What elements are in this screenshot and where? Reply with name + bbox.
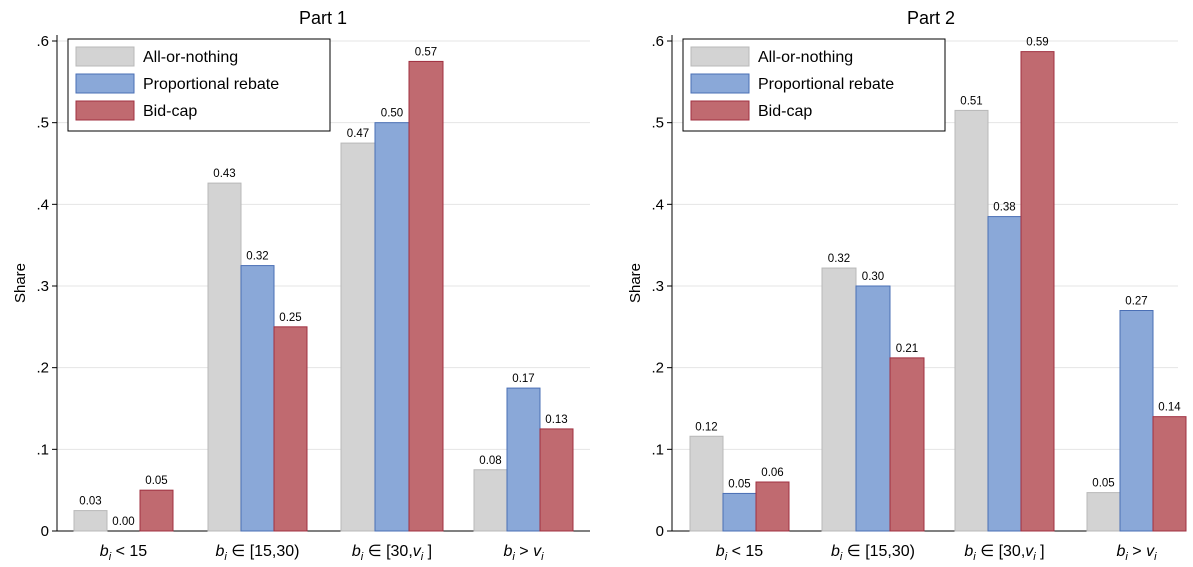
y-tick-label: .6	[36, 33, 49, 50]
y-tick-label: .1	[36, 441, 49, 458]
bar	[240, 265, 275, 532]
data-label: 0.06	[761, 467, 783, 479]
legend-swatch	[75, 100, 135, 121]
chart-panel-1: 0 .1 .2 .3 .4 .5 .6 Part 1 Share 0.03 0.43 0.47 0.08…	[12, 8, 590, 563]
bar	[1086, 492, 1121, 532]
legend-label: Proportional rebate	[758, 76, 894, 93]
data-label: 0.12	[695, 421, 717, 433]
data-label: 0.05	[145, 475, 167, 487]
data-label: 0.51	[960, 95, 982, 107]
data-label: 0.27	[1125, 296, 1147, 308]
y-axis-label: Share	[12, 263, 29, 303]
data-label: 0.30	[862, 271, 884, 283]
bar	[1119, 310, 1154, 532]
y-tick-label: .5	[651, 115, 664, 132]
y-tick-label: .1	[651, 441, 664, 458]
bar	[207, 182, 242, 532]
data-label: 0.32	[246, 251, 268, 263]
bar	[73, 510, 108, 532]
chart-title: Part 1	[299, 8, 347, 28]
x-category-label: bi ∈ [15,30)	[831, 543, 915, 563]
x-category-label: bi > vi	[503, 543, 544, 563]
data-label: 0.03	[79, 496, 101, 508]
legend-label: All-or-nothing	[143, 49, 238, 66]
x-category-label: bi < 15	[100, 543, 147, 563]
bar	[506, 387, 541, 532]
bar	[755, 481, 790, 532]
x-category-label: bi > vi	[1116, 543, 1157, 563]
data-label: 0.57	[415, 46, 437, 58]
data-label: 0.32	[828, 253, 850, 265]
data-label: 0.43	[213, 168, 235, 180]
y-tick-label: .4	[36, 196, 49, 213]
data-label: 0.13	[545, 414, 567, 426]
bar	[1020, 51, 1055, 532]
bar	[473, 469, 508, 532]
x-category-label: bi ∈ [30,vi ]	[352, 543, 432, 563]
y-tick-label: .3	[36, 278, 49, 295]
data-label: 0.05	[1092, 478, 1114, 490]
legend-label: Bid-cap	[143, 103, 197, 120]
y-tick-label: .2	[36, 360, 49, 377]
bar	[954, 109, 989, 532]
bar	[1152, 416, 1187, 532]
data-label: 0.47	[347, 128, 369, 140]
data-label: 0.50	[381, 108, 403, 120]
bar	[855, 285, 891, 532]
bar	[987, 216, 1022, 532]
legend-swatch	[75, 46, 135, 67]
y-tick-label: .5	[36, 115, 49, 132]
legend-swatch	[690, 100, 750, 121]
data-label: 0.59	[1026, 37, 1048, 49]
y-tick-label: 0	[41, 523, 49, 540]
data-label: 0.05	[728, 478, 750, 490]
legend-label: Proportional rebate	[143, 76, 279, 93]
bar	[340, 142, 376, 532]
y-tick-label: .6	[651, 33, 664, 50]
y-tick-label: .2	[651, 360, 664, 377]
bar	[408, 60, 444, 532]
legend-swatch	[75, 73, 135, 94]
x-category-label: bi ∈ [15,30)	[216, 543, 300, 563]
data-label: 0.25	[279, 312, 301, 324]
bar	[273, 326, 308, 532]
y-tick-label: .4	[651, 196, 664, 213]
data-label: 0.14	[1158, 402, 1181, 414]
data-label: 0.17	[512, 373, 534, 385]
bar	[722, 492, 757, 532]
x-category-label: bi ∈ [30,vi ]	[964, 543, 1044, 563]
y-tick-label: 0	[656, 523, 664, 540]
bar	[889, 357, 925, 532]
legend-label: All-or-nothing	[758, 49, 853, 66]
bar	[539, 428, 574, 532]
data-label: 0.08	[479, 455, 501, 467]
y-tick-label: .3	[651, 278, 664, 295]
bar	[821, 267, 857, 532]
legend-swatch	[690, 46, 750, 67]
data-label: 0.00	[112, 516, 134, 528]
bar	[689, 435, 724, 532]
x-category-label: bi < 15	[716, 543, 763, 563]
legend-label: Bid-cap	[758, 103, 812, 120]
data-label: 0.21	[896, 343, 918, 355]
chart-panel-2: 0 .1 .2 .3 .4 .5 .6 Part 2 Share 0.12 0.32 0.51 0.05…	[627, 8, 1187, 563]
y-axis-label: Share	[627, 263, 644, 303]
data-label: 0.38	[993, 202, 1015, 214]
chart-title: Part 2	[907, 8, 955, 28]
bar	[139, 489, 174, 532]
bar	[374, 122, 410, 532]
legend-swatch	[690, 73, 750, 94]
